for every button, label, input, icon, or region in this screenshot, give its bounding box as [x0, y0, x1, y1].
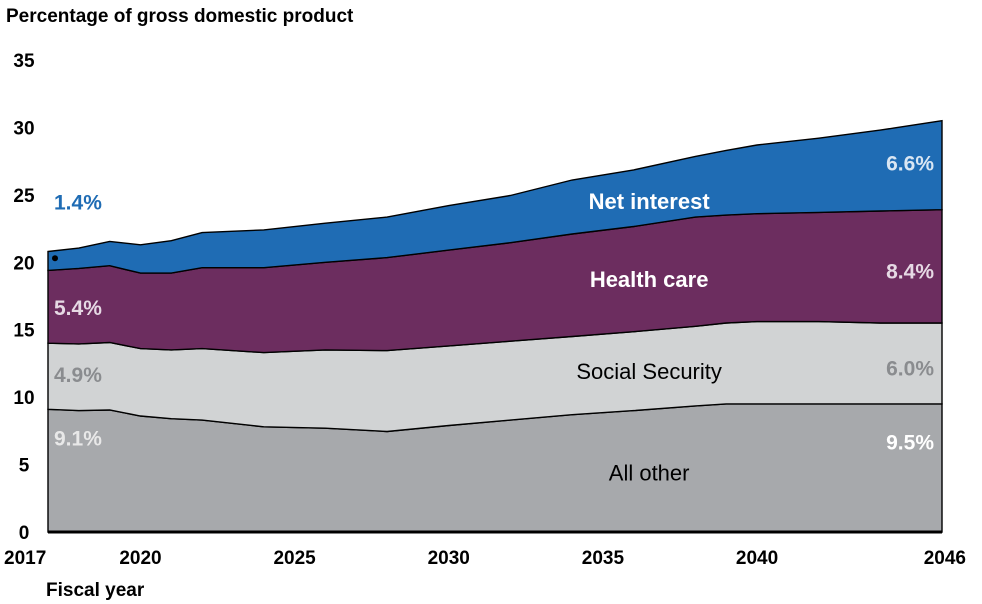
series-label: All other	[609, 461, 690, 486]
y-tick-label: 15	[13, 321, 35, 342]
x-axis-title: Fiscal year	[46, 580, 145, 601]
y-tick-labels: 0 5 10 15 20 25 30 35	[13, 51, 35, 544]
y-tick-label: 5	[19, 456, 30, 477]
start-value-label: 1.4%	[54, 192, 102, 215]
start-value-label: 5.4%	[54, 297, 102, 320]
x-tick-label: 2017	[4, 548, 46, 569]
start-value-label: 4.9%	[54, 364, 102, 387]
end-value-label: 8.4%	[886, 260, 934, 283]
area-layers	[47, 119, 943, 534]
end-value-label: 6.0%	[886, 357, 934, 380]
y-axis-title: Percentage of gross domestic product	[6, 6, 354, 27]
x-tick-label: 2025	[273, 548, 316, 569]
x-tick-label: 2040	[736, 548, 778, 569]
series-label: Health care	[590, 267, 709, 292]
data-annotations: Net interest Health care Social Security Al…	[52, 152, 934, 486]
x-tick-label: 2030	[428, 548, 470, 569]
y-tick-label: 20	[13, 253, 34, 274]
y-tick-label: 10	[13, 388, 34, 409]
x-tick-label: 2046	[924, 548, 966, 569]
start-value-label: 9.1%	[54, 428, 102, 451]
series-label: Net interest	[589, 189, 711, 214]
x-tick-label: 2035	[582, 548, 625, 569]
x-tick-label: 2020	[119, 548, 161, 569]
y-tick-label: 30	[13, 118, 34, 139]
end-value-label: 6.6%	[886, 152, 934, 175]
y-tick-label: 35	[13, 51, 35, 72]
y-tick-label: 0	[19, 523, 30, 544]
series-label: Social Security	[576, 359, 722, 384]
x-tick-labels: 2017 2020 2025 2030 2035 2040 2046	[4, 548, 966, 569]
area-all-other	[47, 403, 943, 533]
area-net-interest	[47, 119, 943, 274]
pointer-dot	[52, 255, 58, 262]
end-value-label: 9.5%	[886, 432, 934, 455]
y-tick-label: 25	[13, 186, 35, 207]
